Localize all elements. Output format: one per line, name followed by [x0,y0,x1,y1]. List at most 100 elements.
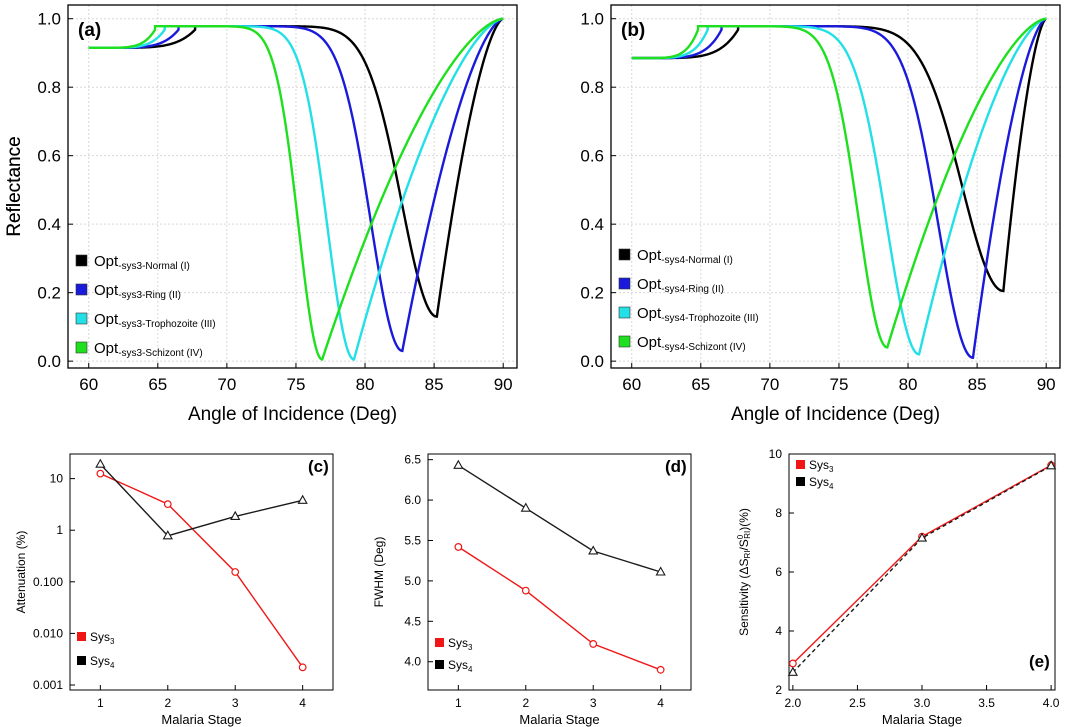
x-tick-label: 4.0 [1043,696,1060,710]
legend-label-stage: (I) [721,255,733,266]
legend-swatch [75,341,88,354]
data-point [520,502,531,512]
y-tick-label: 0.010 [33,626,63,640]
x-tick-label: 85 [968,375,987,394]
y-tick-label: 0.100 [33,575,63,589]
y-tick-label: 0.8 [37,78,61,97]
x-tick-label: 90 [494,375,513,394]
legend-label-sub: -sys3-Schizont [118,348,184,359]
legend-swatch [618,306,631,319]
legend: Sys3 Sys4 [77,630,115,670]
y-axis-title: Sensitivity (ΔSRI/S0RI)(%) [736,508,752,636]
x-tick-label: 2.0 [785,696,802,710]
y-axis-title: FWHM (Deg) [372,537,386,608]
y-tick-label: 4.5 [404,614,421,628]
panel-label: (c) [308,457,329,476]
data-point [231,568,240,576]
y-tick-label: 0.0 [37,352,61,371]
panel-e: 2.0 2.5 3.0 3.5 4.0 2 4 6 8 10 (e) Malaria Stage Sen… [736,447,1060,727]
series-line [99,463,303,537]
legend-label: Opt-sys3-Ring (II) [94,282,181,301]
data-point [162,530,173,540]
data-point [589,640,598,648]
y-tick-label: 5.5 [404,533,421,547]
legend-swatch [75,312,88,325]
legend-label-main: Sys [809,458,829,472]
x-tick-label: 60 [622,375,641,394]
series-line [100,472,304,668]
data-point [454,543,463,551]
series-line-ring [88,17,504,353]
data-point [230,510,241,520]
legend-label-sub: 3 [829,465,834,474]
legend-label: Opt-sys3-Trophozoite (III) [94,311,216,330]
legend-label-main: Sys [90,654,110,668]
legend-label-main: Opt [94,253,119,270]
legend-label-stage: (II) [166,290,181,301]
legend-label-sub: 3 [110,637,115,646]
y-axis-title-main: Sensitivity (ΔS [737,559,751,636]
series-sys3 [454,543,665,674]
x-tick-label: 1 [455,696,462,710]
y-axis-title: Attenuation (%) [14,531,28,614]
y-axis-title-sep: /S [737,539,751,550]
panel-label: (a) [78,20,101,41]
y-axis-title-sup: 0 [736,534,745,539]
x-tick-label: 4 [299,696,306,710]
legend-label-sub: -sys4-Ring [661,284,709,295]
y-tick-label: 0.6 [580,147,604,166]
legend-label-stage: (III) [198,319,216,330]
legend-label-stage: (I) [178,261,190,272]
y-axis-title: Reflectance [4,136,25,236]
data-point [297,494,308,504]
panel-b: 60 65 70 75 80 85 90 0.0 0.2 0.4 0.6 0.8 1.0 (b) Angle… [4,4,1061,425]
y-tick-label: 0.2 [37,284,61,303]
legend-swatch [618,277,631,290]
series-sys4 [787,460,1057,676]
legend-label-sub: 4 [468,665,473,674]
series-line-trophozoite [88,17,504,361]
x-tick-label: 70 [217,375,236,394]
legend-label-main: Opt [94,311,119,328]
y-tick-label: 0.4 [580,215,604,234]
legend: Opt-sys3-Normal (I)Opt-sys3-Ring (II)Opt… [75,253,216,359]
legend-label-main: Sys [448,658,468,672]
legend-label-stage: (III) [741,313,759,324]
x-tick-label: 3 [232,696,239,710]
x-tick-label: 1 [97,696,104,710]
data-point [656,665,665,674]
panel-label: (b) [621,20,645,41]
legend-label-main: Sys [809,475,829,489]
legend-swatch [75,283,88,296]
data-point [521,586,530,595]
data-point [453,459,464,469]
legend-label-main: Opt [637,334,662,351]
x-tick-label: 80 [356,375,375,394]
legend-label-main: Opt [637,276,662,293]
y-tick-label: 10 [50,472,64,486]
y-tick-label: 0.8 [580,78,604,97]
legend-label-sub: -sys3-Ring [118,290,166,301]
panel-c: 1 2 3 4 0.001 0.010 0.100 1 10 (c) Malaria Stage At… [14,453,334,727]
series-line-schizont [88,17,504,361]
y-axis-title-sub2: RI [743,531,752,539]
y-tick-label: 1 [56,523,63,537]
data-point [96,469,105,478]
legend-label: Opt-sys4-Schizont (IV) [637,334,746,353]
legend-label-stage: (IV) [727,342,746,353]
legend-swatch [435,638,444,647]
x-axis-title: Malaria Stage [161,712,241,727]
legend-label-sub: 4 [110,661,115,670]
panel-d: 1 2 3 4 4.0 4.5 5.0 5.5 6.0 6.5 (d) Malaria Stage FW… [372,453,692,727]
legend-label: Sys3 [90,630,115,646]
y-tick-label: 0.2 [580,284,604,303]
series-sys4 [95,458,308,540]
legend: Opt-sys4-Normal (I)Opt-sys4-Ring (II)Opt… [618,247,759,353]
legend-label: Opt-sys4-Normal (I) [637,247,733,266]
series-line [457,546,661,671]
legend-label-sub: -sys4-Trophozoite [661,313,741,324]
legend-label: Sys3 [448,636,473,652]
legend-label: Opt-sys4-Trophozoite (III) [637,305,759,324]
x-tick-label: 70 [760,375,779,394]
